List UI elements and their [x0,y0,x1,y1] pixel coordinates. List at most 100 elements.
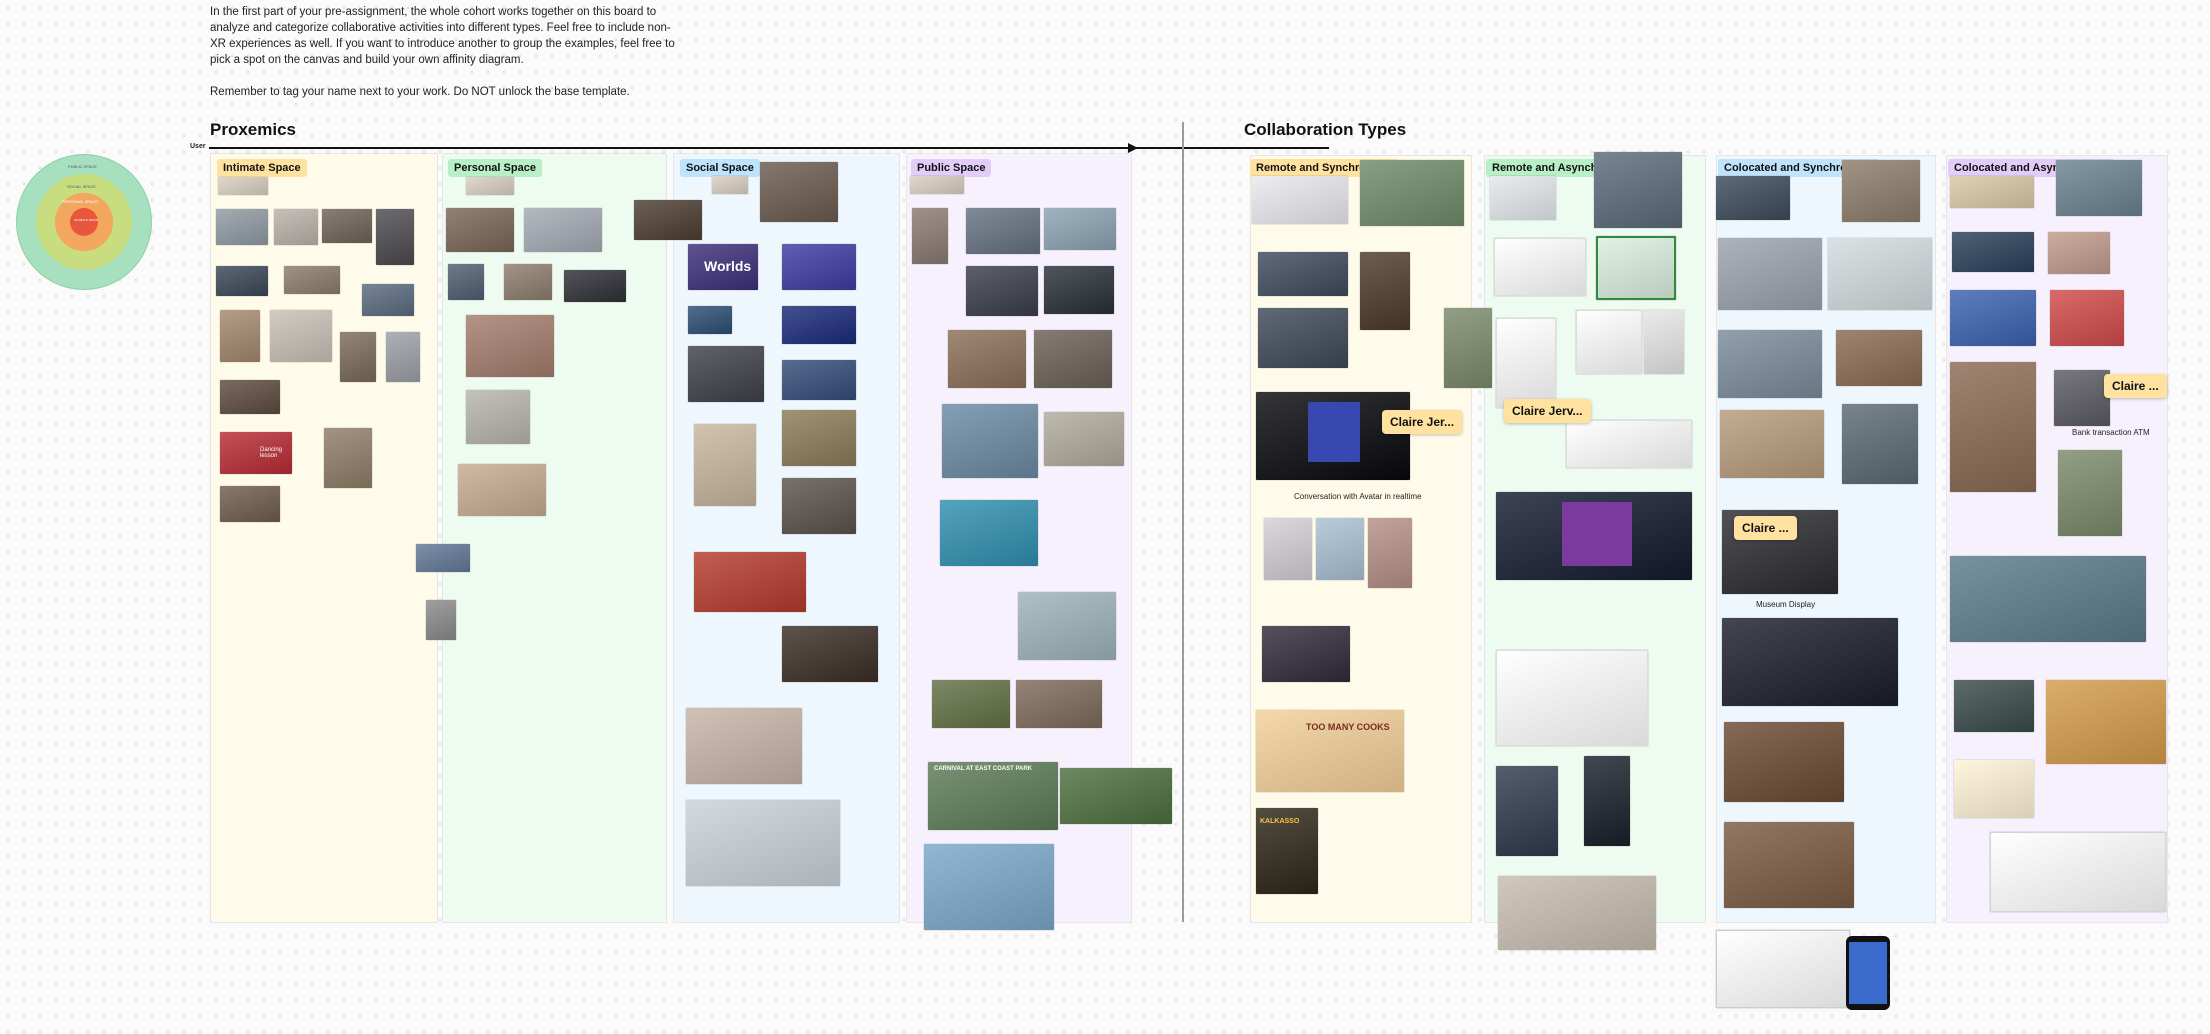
photo-card[interactable] [448,264,484,300]
photo-card[interactable] [686,800,840,886]
photo-card[interactable] [1950,176,2034,208]
photo-card[interactable] [220,310,260,362]
photo-card[interactable] [1718,238,1822,310]
photo-card[interactable] [1952,232,2034,272]
photo-card[interactable] [458,464,546,516]
photo-card[interactable] [1262,626,1350,682]
photo-card[interactable] [362,284,414,316]
photo-card[interactable] [426,600,456,640]
photo-card[interactable] [2058,450,2122,536]
photo-card[interactable] [1258,252,1348,296]
photo-card[interactable] [2054,370,2110,426]
photo-card[interactable] [634,200,702,240]
photo-card[interactable] [1990,832,2166,912]
photo-card[interactable] [924,844,1054,930]
photo-card[interactable] [1496,650,1648,746]
photo-card[interactable] [948,330,1026,388]
photo-card[interactable] [1496,766,1558,856]
photo-card[interactable] [386,332,420,382]
photo-card[interactable] [966,266,1038,316]
photo-card[interactable] [782,360,856,400]
photo-card[interactable]: Worlds [688,244,758,290]
photo-card[interactable]: CARNIVAL AT EAST COAST PARK [928,762,1058,830]
photo-card[interactable] [688,346,764,402]
photo-card[interactable] [1256,392,1410,480]
photo-card[interactable] [1490,176,1556,220]
photo-card[interactable] [1720,410,1824,478]
photo-card[interactable] [932,680,1010,728]
photo-card[interactable] [1264,518,1312,580]
photo-card[interactable] [284,266,340,294]
photo-card[interactable] [466,177,514,195]
photo-card[interactable] [1644,310,1684,374]
photo-card[interactable] [1836,330,1922,386]
photo-card[interactable] [782,306,856,344]
photo-card[interactable] [524,208,602,252]
photo-card[interactable] [1498,876,1656,950]
photo-card[interactable] [782,410,856,466]
photo-card[interactable] [340,332,376,382]
photo-card[interactable] [416,544,470,572]
photo-card[interactable] [1828,238,1932,310]
photo-card[interactable] [1258,308,1348,368]
photo-card[interactable] [686,708,802,784]
photo-card[interactable] [1016,680,1102,728]
photo-card[interactable] [1360,252,1410,330]
column-colocated-async[interactable] [1946,155,2168,923]
photo-card[interactable] [1018,592,1116,660]
photo-card[interactable] [1576,310,1642,374]
photo-card[interactable] [466,390,530,444]
photo-card[interactable] [1044,266,1114,314]
photo-card[interactable] [1044,208,1116,250]
photo-card[interactable] [1596,236,1676,300]
photo-card[interactable] [1722,618,1898,706]
photo-card[interactable] [782,478,856,534]
photo-card[interactable] [1716,176,1790,220]
photo-card[interactable] [760,162,838,222]
photo-card[interactable] [1444,308,1492,388]
photo-card[interactable] [1044,412,1124,466]
photo-card[interactable] [910,176,964,194]
photo-card[interactable] [1360,160,1464,226]
photo-card[interactable] [782,244,856,290]
photo-card[interactable] [1724,822,1854,908]
photo-card[interactable] [218,177,268,195]
photo-card[interactable] [1724,722,1844,802]
phone-mockup[interactable] [1846,936,1890,1010]
photo-card[interactable] [1566,420,1692,468]
photo-card[interactable] [220,380,280,414]
photo-card[interactable] [1954,680,2034,732]
photo-card[interactable]: KALKASSO [1256,808,1318,894]
photo-card[interactable] [216,266,268,296]
photo-card[interactable] [446,208,514,252]
photo-card[interactable] [564,270,626,302]
photo-card[interactable] [220,486,280,522]
photo-card[interactable] [688,306,732,334]
photo-card[interactable] [2050,290,2124,346]
photo-card[interactable] [504,264,552,300]
proxemics-diagram[interactable]: PUBLIC SPACE SOCIAL SPACE PERSONAL SPACE… [16,154,152,290]
photo-card[interactable] [216,209,268,245]
photo-card[interactable] [270,310,332,362]
photo-card[interactable] [1252,176,1348,224]
photo-card[interactable] [466,315,554,377]
photo-card[interactable] [694,424,756,506]
photo-card[interactable] [322,209,372,243]
photo-card[interactable] [966,208,1040,254]
photo-card[interactable] [1060,768,1172,824]
photo-card[interactable] [940,500,1038,566]
photo-card[interactable] [912,208,948,264]
photo-card[interactable] [942,404,1038,478]
photo-card[interactable] [1594,152,1682,228]
photo-card[interactable] [1034,330,1112,388]
photo-card[interactable] [1368,518,1412,588]
photo-card[interactable] [376,209,414,265]
photo-card[interactable] [1718,330,1822,398]
photo-card[interactable] [1316,518,1364,580]
photo-card[interactable] [782,626,878,682]
photo-card[interactable] [694,552,806,612]
photo-card[interactable]: TOO MANY COOKS [1256,710,1404,792]
photo-card[interactable] [1950,556,2146,642]
photo-card[interactable] [1584,756,1630,846]
photo-card[interactable] [1950,290,2036,346]
